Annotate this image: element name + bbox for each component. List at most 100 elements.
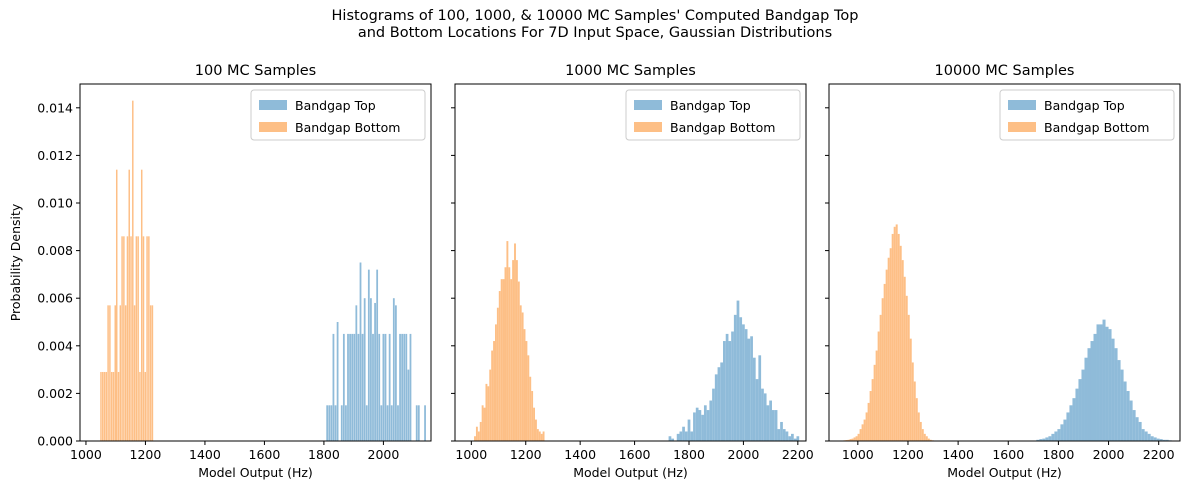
bar-bandgap-bottom	[123, 236, 125, 441]
bar-bandgap-top	[1039, 439, 1043, 441]
bar-bandgap-bottom	[132, 100, 134, 441]
bar-bandgap-top	[1060, 424, 1064, 441]
x-tick-label: 1800	[308, 447, 340, 462]
y-tick-label: 0.006	[37, 291, 73, 306]
bar-bandgap-bottom	[140, 169, 143, 441]
bar-bandgap-bottom	[897, 233, 900, 441]
bar-bandgap-bottom	[112, 371, 115, 441]
bar-bandgap-top	[791, 433, 794, 441]
y-tick-label: 0.002	[37, 386, 73, 401]
bar-bandgap-bottom	[487, 386, 490, 441]
bar-bandgap-top	[382, 333, 385, 441]
x-tick-label: 1800	[673, 447, 705, 462]
y-tick-label: 0.014	[37, 100, 73, 115]
bar-bandgap-top	[1081, 369, 1085, 441]
bar-bandgap-top	[367, 269, 370, 441]
bar-bandgap-bottom	[117, 371, 120, 441]
bar-bandgap-top	[1069, 405, 1073, 441]
bar-bandgap-bottom	[909, 338, 912, 441]
bar-bandgap-top	[401, 333, 404, 441]
bar-bandgap-top	[328, 405, 331, 441]
bar-bandgap-bottom	[121, 236, 123, 441]
x-axis-label: Model Output (Hz)	[573, 465, 688, 480]
bar-bandgap-top	[1117, 360, 1121, 441]
bar-bandgap-top	[415, 405, 418, 441]
x-tick-label: 1000	[842, 447, 874, 462]
y-tick-label: 0.000	[37, 434, 73, 449]
legend: Bandgap Top Bandgap Bottom	[999, 89, 1175, 141]
bar-bandgap-bottom	[534, 419, 537, 441]
x-tick-label: 1200	[892, 447, 924, 462]
bar-bandgap-top	[796, 436, 800, 441]
bar-bandgap-top	[733, 314, 737, 441]
bar-bandgap-top	[769, 400, 772, 441]
bar-bandgap-bottom	[919, 421, 922, 441]
bar-bandgap-top	[376, 269, 379, 441]
bar-bandgap-top	[390, 405, 393, 441]
bar-bandgap-bottom	[142, 236, 145, 441]
bar-bandgap-top	[386, 405, 389, 441]
bar-bandgap-top	[777, 429, 781, 441]
bar-bandgap-bottom	[887, 257, 890, 441]
bar-bandgap-top	[761, 388, 764, 441]
x-tick-label: 2000	[1093, 447, 1125, 462]
bar-bandgap-bottom	[477, 431, 480, 441]
legend-box	[999, 89, 1175, 141]
bar-bandgap-bottom	[128, 169, 130, 441]
bar-bandgap-bottom	[542, 431, 545, 441]
bar-bandgap-bottom	[146, 236, 148, 441]
bar-bandgap-top	[687, 419, 691, 441]
bar-bandgap-top	[698, 410, 702, 441]
bar-bandgap-bottom	[527, 355, 530, 441]
y-tick-label: 0.012	[37, 148, 73, 163]
bar-bandgap-bottom	[857, 433, 860, 441]
bar-bandgap-top	[690, 431, 694, 441]
bar-bandgap-bottom	[475, 426, 478, 441]
y-tick-label: 0.008	[37, 243, 73, 258]
bar-bandgap-bottom	[514, 243, 516, 441]
bar-bandgap-bottom	[105, 371, 108, 441]
bar-bandgap-bottom	[512, 260, 515, 441]
bar-bandgap-top	[374, 302, 376, 441]
x-tick-label: 2200	[1143, 447, 1175, 462]
bar-bandgap-bottom	[540, 433, 543, 441]
bar-bandgap-bottom	[504, 267, 507, 441]
bar-bandgap-top	[750, 336, 753, 441]
bar-bandgap-top	[758, 355, 762, 441]
bar-bandgap-top	[739, 317, 743, 441]
bar-bandgap-top	[407, 369, 410, 441]
bar-bandgap-bottom	[103, 371, 106, 441]
bar-bandgap-top	[1114, 348, 1118, 441]
legend-label-bandgap-top: Bandgap Top	[670, 98, 751, 113]
bar-bandgap-top	[755, 379, 759, 441]
bar-bandgap-top	[1075, 388, 1079, 441]
bar-bandgap-top	[703, 405, 707, 441]
bar-bandgap-bottom	[102, 371, 104, 441]
bar-bandgap-top	[706, 410, 710, 441]
bar-bandgap-top	[334, 405, 337, 441]
bar-bandgap-bottom	[496, 307, 499, 441]
legend-label-bandgap-bottom: Bandgap Bottom	[670, 120, 775, 135]
bar-bandgap-top	[774, 410, 778, 441]
bar-bandgap-top	[771, 410, 775, 441]
bar-bandgap-bottom	[506, 241, 509, 441]
axes-frame	[828, 83, 1181, 442]
subplot-10000-samples: 1000 1200 1400 1600 1800 2000 2200 10000 MC Sam…	[825, 63, 1181, 480]
bar-bandgap-bottom	[851, 438, 854, 441]
bar-bandgap-top	[1087, 348, 1091, 441]
bar-bandgap-top	[1102, 319, 1106, 441]
bar-bandgap-top	[351, 333, 354, 441]
bar-bandgap-top	[684, 431, 688, 441]
bar-bandgap-bottom	[151, 305, 154, 441]
bar-bandgap-top	[668, 436, 672, 441]
subplot-title: 10000 MC Samples	[935, 63, 1075, 79]
bar-bandgap-top	[380, 405, 383, 441]
x-axis-label: Model Output (Hz)	[198, 465, 313, 480]
bar-bandgap-top	[1036, 439, 1040, 441]
bar-bandgap-top	[1066, 412, 1070, 441]
y-tick-label: 0.004	[37, 338, 73, 353]
bar-bandgap-bottom	[863, 419, 866, 441]
subplot-title: 100 MC Samples	[195, 63, 316, 79]
bar-bandgap-bottom	[137, 236, 139, 441]
bar-bandgap-top	[392, 298, 395, 441]
